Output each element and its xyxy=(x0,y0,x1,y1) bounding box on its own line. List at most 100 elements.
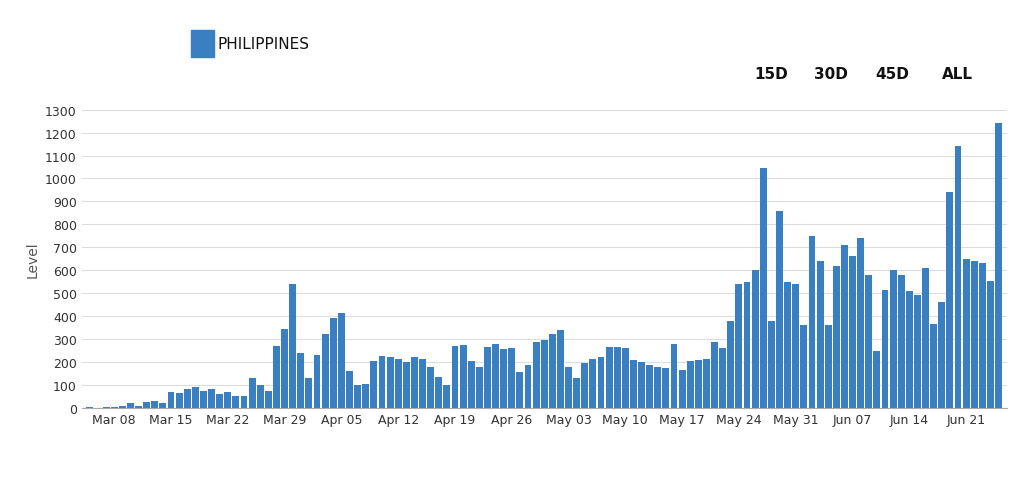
Bar xyxy=(378,357,385,408)
Text: PHILIPPINES: PHILIPPINES xyxy=(218,36,310,52)
Bar xyxy=(460,345,466,408)
Bar xyxy=(695,360,702,408)
Bar xyxy=(598,358,604,408)
Bar xyxy=(630,360,637,408)
Bar xyxy=(297,353,305,408)
Bar xyxy=(736,284,742,408)
Bar xyxy=(200,391,206,408)
Bar xyxy=(646,366,653,408)
Bar xyxy=(102,407,109,408)
Y-axis label: Level: Level xyxy=(26,241,40,277)
Bar xyxy=(143,402,150,408)
Bar xyxy=(217,394,223,408)
Bar xyxy=(435,377,443,408)
Bar xyxy=(168,392,175,408)
Bar xyxy=(476,367,482,408)
Text: 30D: 30D xyxy=(814,67,848,82)
Bar xyxy=(857,239,864,408)
Bar xyxy=(800,325,807,408)
Bar xyxy=(289,285,296,408)
Bar xyxy=(386,358,393,408)
Text: 15D: 15D xyxy=(754,67,789,82)
Bar xyxy=(882,290,888,408)
Bar xyxy=(841,245,848,408)
Bar xyxy=(248,378,256,408)
Bar xyxy=(776,211,783,408)
Bar xyxy=(719,348,727,408)
Bar xyxy=(817,262,824,408)
Bar xyxy=(728,321,734,408)
Bar xyxy=(744,282,750,408)
Bar xyxy=(508,348,515,408)
Bar xyxy=(135,406,142,408)
Bar xyxy=(987,281,993,408)
Bar xyxy=(192,387,199,408)
Text: 45D: 45D xyxy=(875,67,910,82)
Bar xyxy=(703,359,710,408)
Bar xyxy=(573,378,580,408)
Bar xyxy=(874,351,880,408)
Bar xyxy=(484,348,491,408)
Bar xyxy=(662,368,669,408)
Bar xyxy=(825,325,832,408)
Bar xyxy=(281,329,288,408)
Bar xyxy=(638,362,645,408)
Bar xyxy=(549,335,556,408)
Bar xyxy=(468,361,474,408)
Bar xyxy=(590,359,597,408)
Bar xyxy=(654,367,661,408)
Bar xyxy=(889,271,896,408)
Bar xyxy=(225,392,231,408)
Text: ALL: ALL xyxy=(942,67,973,82)
Bar xyxy=(208,390,215,408)
Bar xyxy=(492,344,499,408)
Bar xyxy=(516,372,523,408)
Bar xyxy=(622,348,629,408)
Bar xyxy=(955,147,962,408)
Bar xyxy=(127,403,134,408)
Bar xyxy=(346,372,353,408)
Bar xyxy=(119,406,126,408)
Bar xyxy=(151,401,158,408)
Bar xyxy=(314,355,321,408)
Bar xyxy=(541,340,548,408)
Bar xyxy=(971,262,978,408)
Bar xyxy=(979,264,986,408)
Bar xyxy=(232,396,239,408)
Bar xyxy=(444,385,451,408)
Bar xyxy=(679,370,686,408)
Bar xyxy=(273,346,280,408)
Bar xyxy=(687,361,694,408)
Bar xyxy=(355,385,361,408)
Bar xyxy=(849,257,856,408)
Bar xyxy=(922,268,929,408)
Bar xyxy=(808,236,816,408)
Bar xyxy=(184,390,191,408)
Bar xyxy=(614,348,620,408)
Bar xyxy=(330,319,336,408)
Bar xyxy=(257,385,264,408)
Bar xyxy=(995,124,1002,408)
Bar xyxy=(176,393,183,408)
Bar xyxy=(752,271,758,408)
Bar xyxy=(963,259,970,408)
Bar xyxy=(711,343,718,408)
Bar xyxy=(427,367,434,408)
Bar xyxy=(833,266,840,408)
Bar xyxy=(394,359,402,408)
Bar xyxy=(792,284,799,408)
Bar xyxy=(159,403,167,408)
Bar xyxy=(338,313,344,408)
Bar xyxy=(897,275,904,408)
Bar xyxy=(403,362,410,408)
Bar xyxy=(524,366,531,408)
Bar xyxy=(582,363,589,408)
Bar xyxy=(938,303,945,408)
Bar xyxy=(784,282,791,408)
Bar xyxy=(565,367,572,408)
Bar xyxy=(670,344,678,408)
Bar xyxy=(914,296,921,408)
Bar xyxy=(419,359,426,408)
Bar xyxy=(452,346,459,408)
Bar xyxy=(322,335,329,408)
